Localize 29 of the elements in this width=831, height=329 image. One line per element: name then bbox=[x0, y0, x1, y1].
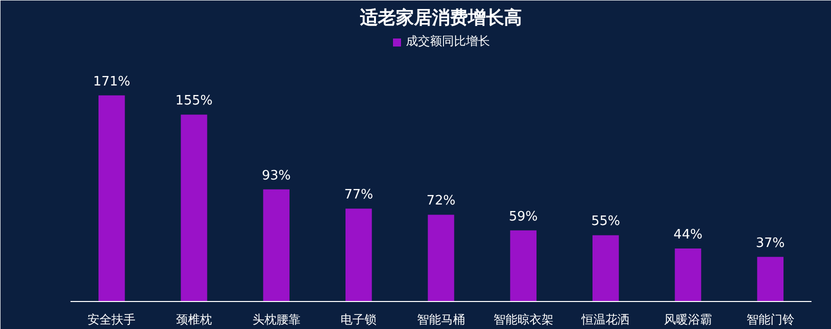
bar bbox=[674, 248, 702, 302]
x-tick-label: 恒温花洒 bbox=[580, 312, 630, 326]
x-tick-label: 智能晾衣架 bbox=[493, 312, 554, 326]
data-label: 44% bbox=[674, 227, 702, 242]
bar bbox=[592, 235, 619, 302]
bar bbox=[428, 214, 454, 302]
x-tick-label: 智能门铃 bbox=[746, 312, 794, 326]
bar bbox=[345, 208, 372, 302]
data-label: 171% bbox=[93, 74, 130, 90]
x-tick-label: 电子锁 bbox=[340, 312, 377, 326]
x-tick-label: 头枕腰靠 bbox=[252, 312, 300, 326]
data-label: 93% bbox=[262, 168, 291, 184]
bar bbox=[510, 230, 537, 302]
bar bbox=[98, 95, 125, 302]
x-tick-label: 颈椎枕 bbox=[176, 312, 212, 326]
legend-label: 成交额同比增长 bbox=[406, 33, 490, 50]
data-label: 155% bbox=[175, 94, 213, 109]
data-label: 59% bbox=[508, 209, 538, 224]
data-label: 77% bbox=[344, 188, 374, 203]
bar bbox=[180, 114, 208, 302]
data-label: 37% bbox=[756, 236, 785, 251]
bar bbox=[263, 189, 290, 302]
x-tick-label: 智能马桶 bbox=[417, 312, 465, 326]
data-label: 72% bbox=[426, 194, 456, 209]
data-label: 55% bbox=[591, 214, 620, 230]
x-tick-label: 风暖浴霸 bbox=[664, 312, 712, 326]
bar bbox=[757, 256, 784, 302]
chart-title: 适老家居消费增长高 bbox=[359, 8, 522, 28]
x-tick-label: 安全扶手 bbox=[88, 312, 136, 326]
